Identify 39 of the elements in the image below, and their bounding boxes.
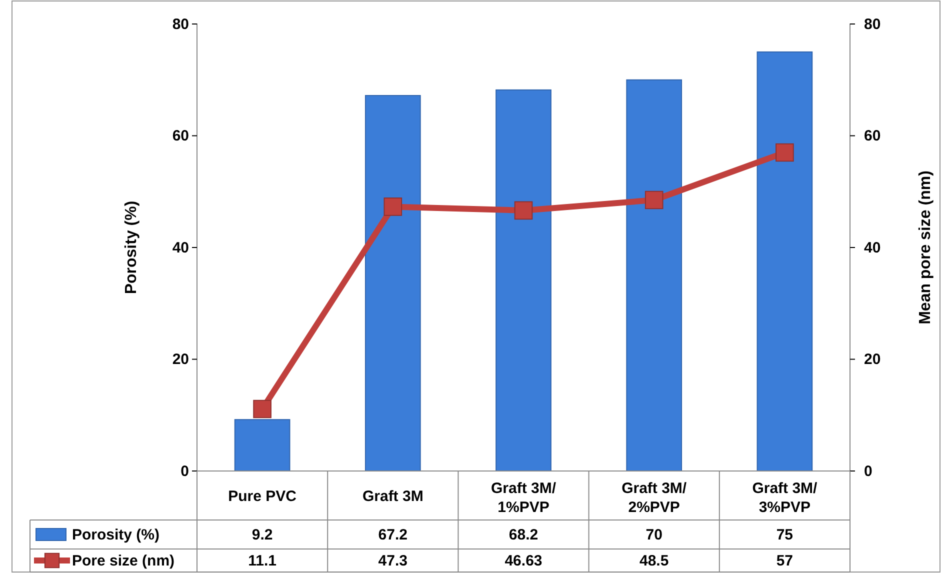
data-label: 11.1 — [248, 552, 276, 570]
x-tick-label: Graft 3M — [362, 488, 424, 505]
y2-axis-title: Mean pore size (nm) — [917, 170, 934, 324]
data-label: 70 — [646, 526, 662, 544]
bar — [364, 95, 421, 472]
x-tick-label: Graft 3M/ 2%PVP — [622, 480, 688, 516]
bar — [496, 89, 552, 472]
legend-label: Pore size (nm) — [72, 552, 175, 570]
point — [253, 400, 272, 418]
x-tick-label: Graft 3M/ 3%PVP — [752, 480, 818, 516]
y2-tick-label: 40 — [864, 239, 881, 256]
x-tick-label: Pure PVC — [228, 488, 297, 505]
y2-tick-label: 60 — [864, 128, 881, 145]
data-label: 67.2 — [378, 526, 408, 544]
y2-tick-label: 20 — [864, 351, 881, 368]
point — [384, 198, 402, 216]
data-label: 47.3 — [378, 552, 408, 570]
y-tick-label: 80 — [172, 16, 189, 33]
y-axis-title: Porosity (%) — [123, 200, 140, 294]
point — [514, 201, 533, 220]
x-tick-label: Graft 3M/ 1%PVP — [490, 480, 557, 516]
y2-tick-label: 80 — [864, 16, 881, 33]
data-label: 75 — [776, 526, 794, 544]
legend-label: Porosity (%) — [72, 526, 160, 544]
bar — [756, 51, 813, 472]
point — [776, 143, 794, 162]
data-label: 46.63 — [504, 552, 542, 570]
y-tick-label: 60 — [172, 128, 189, 145]
data-label: 57 — [776, 552, 794, 570]
bar — [234, 419, 290, 472]
data-label: 9.2 — [252, 526, 273, 544]
y2-tick-label: 0 — [864, 462, 872, 480]
data-label: 48.5 — [640, 552, 669, 570]
y-tick-label: 20 — [172, 351, 189, 368]
y-tick-label: 0 — [180, 462, 189, 480]
bar — [626, 79, 682, 472]
y-tick-label: 40 — [172, 239, 189, 256]
point — [644, 190, 664, 210]
data-label: 68.2 — [508, 526, 538, 544]
